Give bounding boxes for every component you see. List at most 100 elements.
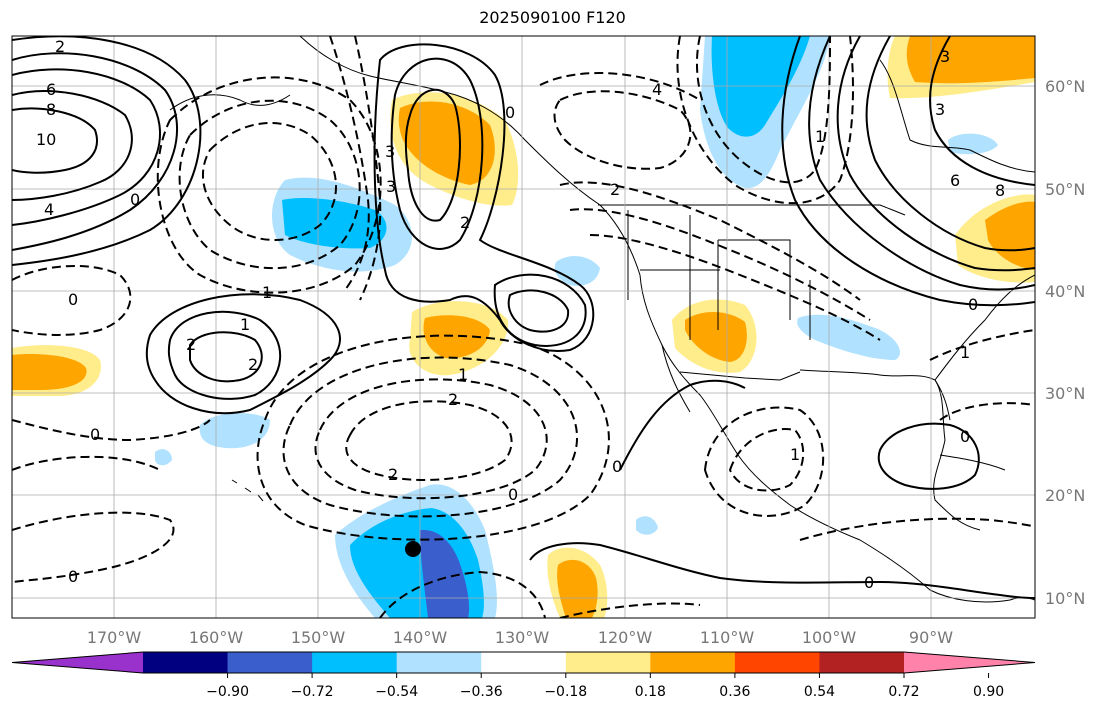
border-states bbox=[627, 210, 811, 340]
colorbar-tick-label: 0.54 bbox=[804, 684, 835, 700]
colorbar-tick-label: −0.36 bbox=[460, 684, 503, 700]
shade-neg-gulf bbox=[797, 314, 900, 360]
lon-axis: 170°W 160°W 150°W 140°W 130°W 120°W 110°… bbox=[87, 628, 953, 647]
dcontour-us-trough-2 bbox=[569, 208, 871, 321]
contour-label: 10 bbox=[36, 130, 56, 149]
dcontour-west-trop-2 bbox=[12, 455, 161, 471]
colorbar bbox=[11, 651, 1036, 674]
colorbar-extend-min bbox=[12, 652, 143, 673]
contour-label: 2 bbox=[186, 335, 196, 354]
dcontour-west-trop bbox=[12, 511, 175, 583]
contour-label: 6 bbox=[950, 171, 960, 190]
contour-label: 2 bbox=[448, 390, 458, 409]
contour-west-high-4 bbox=[12, 36, 202, 266]
colorbar-ticks: −0.90 −0.72 −0.54 −0.36 −0.18 0.18 0.36 0.54 0.7… bbox=[206, 673, 1004, 700]
coast-hudson bbox=[879, 59, 1035, 173]
shade-neg-small-2 bbox=[554, 256, 600, 286]
lat-label: 10°N bbox=[1045, 589, 1085, 608]
colorbar-tick-label: −0.18 bbox=[544, 684, 587, 700]
dcontour-west-mid-2 bbox=[12, 419, 211, 442]
contour-label: 3 bbox=[386, 177, 396, 196]
coastlines bbox=[169, 36, 1035, 603]
contour-west-low-1 bbox=[167, 310, 282, 400]
contour-label: 0 bbox=[505, 103, 515, 122]
dcontour-gulf-east bbox=[939, 402, 1035, 421]
contour-label: 4 bbox=[44, 200, 54, 219]
border-us-mexico bbox=[679, 371, 801, 381]
colorbar-extend-max bbox=[904, 652, 1035, 673]
lon-label: 150°W bbox=[291, 628, 346, 647]
contour-label: 1 bbox=[790, 445, 800, 464]
lat-label: 50°N bbox=[1045, 180, 1085, 199]
contour-label: 2 bbox=[460, 213, 470, 232]
contour-west-high-2 bbox=[12, 68, 161, 226]
shade-neg-small-4 bbox=[155, 449, 172, 466]
shade-pos-ne-us-core bbox=[985, 201, 1035, 270]
lat-label: 40°N bbox=[1045, 282, 1085, 301]
dcontour-canada-4 bbox=[539, 72, 701, 101]
dcontour-mexico-2 bbox=[703, 406, 825, 517]
lon-label: 90°W bbox=[909, 628, 953, 647]
dcontour-ne-pacific-1 bbox=[201, 122, 337, 241]
contour-label: 0 bbox=[612, 457, 622, 476]
contour-label: 3 bbox=[385, 142, 395, 161]
contour-cuba-loop bbox=[877, 422, 980, 490]
contour-label: 8 bbox=[46, 100, 56, 119]
contour-label: 0 bbox=[90, 425, 100, 444]
contour-label: 1 bbox=[240, 315, 250, 334]
contour-label: 8 bbox=[995, 181, 1005, 200]
lon-label: 110°W bbox=[700, 628, 755, 647]
contour-label: 0 bbox=[960, 427, 970, 446]
contour-label: 0 bbox=[68, 290, 78, 309]
lon-label: 140°W bbox=[393, 628, 448, 647]
colorbar-segment bbox=[143, 652, 229, 673]
lon-label: 130°W bbox=[495, 628, 550, 647]
contour-west-low-2 bbox=[189, 331, 263, 383]
contour-west-low-3 bbox=[145, 293, 341, 415]
contour-label: 4 bbox=[652, 80, 662, 99]
dcontour-aleut-2 bbox=[354, 36, 382, 301]
dcontour-tropical-south bbox=[379, 570, 546, 618]
contour-gulf-low-3 bbox=[373, 43, 595, 352]
coast-cuba bbox=[939, 454, 1006, 471]
contour-label-layer: 2 6 8 10 4 0 0 0 1 1 2 2 3 3 2 1 2 0 2 0… bbox=[36, 37, 1005, 592]
shade-pos-sw-us-core bbox=[685, 311, 747, 362]
contour-label: 6 bbox=[46, 80, 56, 99]
colorbar-tick-label: 0.72 bbox=[888, 684, 919, 700]
contour-label: 3 bbox=[935, 100, 945, 119]
dcontour-west-mid bbox=[12, 265, 132, 336]
dcontour-tropical-east bbox=[799, 517, 1035, 541]
coast-siberia bbox=[169, 94, 291, 111]
colorbar-tick-label: 0.36 bbox=[719, 684, 750, 700]
dcontour-mexico-1 bbox=[728, 428, 805, 492]
contour-label: 0 bbox=[864, 573, 874, 592]
contour-label: 0 bbox=[508, 485, 518, 504]
contour-gulf-low-1 bbox=[390, 57, 484, 250]
contour-west-high-3 bbox=[12, 90, 133, 201]
map-area: 2 6 8 10 4 0 0 0 1 1 2 2 3 3 2 1 2 0 2 0… bbox=[12, 36, 1035, 618]
border-us-canada bbox=[598, 204, 906, 216]
map-frame bbox=[11, 35, 1036, 619]
shade-pos-east-pacific-core bbox=[557, 559, 598, 618]
dcontour-aleut-1 bbox=[329, 36, 370, 291]
contour-label: 2 bbox=[248, 355, 258, 374]
colorbar-segment bbox=[481, 652, 567, 673]
coast-gulf-mexico bbox=[799, 369, 981, 531]
dcontour-subtrop-low-3 bbox=[282, 356, 578, 518]
lon-label: 120°W bbox=[598, 628, 653, 647]
shade-neg-ne-pacific-core bbox=[282, 198, 387, 249]
shade-neg-small-1 bbox=[199, 413, 270, 449]
contour-east-ridge-5 bbox=[929, 36, 1035, 186]
dcontour-subtrop-low-4 bbox=[256, 334, 610, 541]
shade-pos-gulf-alaska-core bbox=[398, 101, 495, 185]
coast-east-us bbox=[934, 274, 1035, 381]
contour-east-ridge-1 bbox=[808, 36, 1035, 291]
contour-west-high-5 bbox=[12, 107, 98, 174]
colorbar-segment bbox=[734, 652, 820, 673]
contour-mid-ridge-2 bbox=[507, 289, 570, 333]
contour-label: 1 bbox=[458, 365, 468, 384]
storm-center-marker bbox=[405, 541, 421, 557]
shade-neg-small-3 bbox=[636, 516, 658, 535]
contour-label: 0 bbox=[68, 567, 78, 586]
